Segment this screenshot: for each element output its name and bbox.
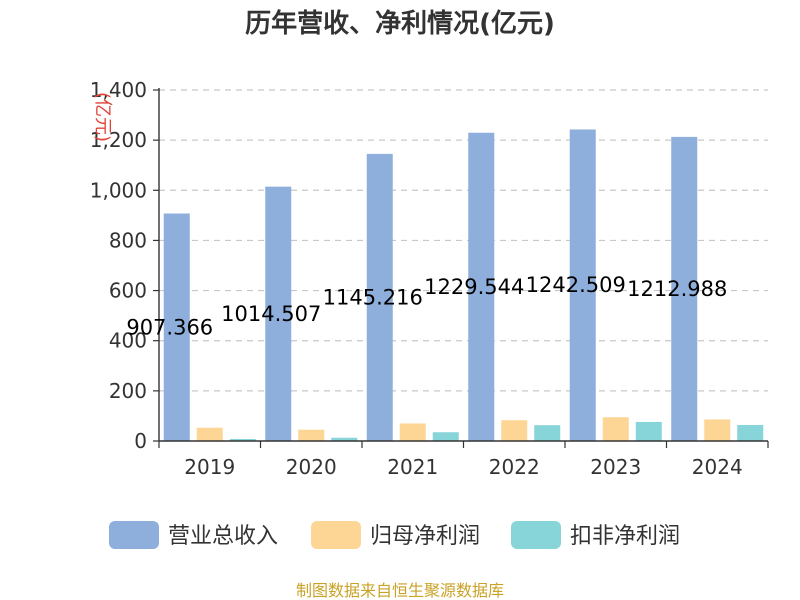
legend-swatch (311, 521, 361, 549)
y-tick-labels: 0 200 400 600 800 1,000 1,200 1,400 (90, 78, 147, 453)
chart-title: 历年营收、净利情况(亿元) (245, 8, 555, 39)
data-label: 1242.509 (526, 273, 626, 297)
source-note: 制图数据来自恒生聚源数据库 (296, 581, 504, 600)
y-tick-label: 1,200 (90, 128, 147, 152)
bar-2021-series-0 (366, 153, 393, 441)
data-label: 1014.507 (221, 302, 321, 326)
bar-2023-series-1 (602, 417, 629, 441)
bar-2020-series-2 (331, 437, 358, 441)
bar-2024-series-2 (737, 424, 764, 441)
y-unit-label: (亿元) (92, 92, 113, 142)
y-tick-label: 400 (109, 329, 147, 353)
bar-2023-series-0 (569, 129, 596, 442)
bar-2019-series-1 (196, 427, 223, 441)
y-tick-label: 0 (134, 429, 147, 453)
x-tick-label: 2023 (590, 455, 641, 479)
x-tick-label: 2021 (387, 455, 438, 479)
legend-label: 归母净利润 (370, 524, 480, 549)
bar-2019-series-2 (229, 438, 256, 441)
bar-2021-series-1 (399, 423, 426, 441)
y-tick-label: 200 (109, 379, 147, 403)
legend-label: 扣非净利润 (570, 524, 680, 549)
bar-2019-series-0 (163, 213, 190, 441)
legend-swatch (511, 521, 561, 549)
bar-2023-series-2 (635, 421, 662, 441)
bar-2021-series-2 (432, 432, 459, 441)
bar-2022-series-2 (534, 425, 561, 441)
bar-2022-series-1 (501, 420, 528, 441)
bar-2020-series-1 (298, 429, 325, 441)
y-tick-label: 1,400 (90, 78, 147, 102)
x-tick-label: 2024 (692, 455, 743, 479)
legend: 营业总收入 归母净利润 扣非净利润 (109, 521, 680, 549)
bar-2022-series-0 (468, 132, 495, 441)
bar-2020-series-0 (265, 186, 292, 441)
x-tick-labels: 2019 2020 2021 2022 2023 2024 (184, 455, 742, 479)
x-tick-label: 2022 (489, 455, 540, 479)
data-label: 1145.216 (323, 285, 423, 309)
x-tick-label: 2020 (286, 455, 337, 479)
data-label: 1229.544 (424, 275, 524, 299)
y-tick-label: 600 (109, 279, 147, 303)
x-tick-label: 2019 (184, 455, 235, 479)
legend-label: 营业总收入 (168, 524, 278, 549)
axes (158, 88, 769, 448)
legend-swatch (109, 521, 159, 549)
y-tick-label: 1,000 (90, 178, 147, 202)
grid-lines (153, 89, 768, 442)
bar-2024-series-1 (704, 419, 731, 441)
y-tick-label: 800 (109, 228, 147, 252)
data-label: 907.366 (126, 315, 213, 339)
bar-2024-series-0 (671, 136, 698, 441)
data-label: 1212.988 (627, 277, 727, 301)
bars (163, 129, 764, 442)
